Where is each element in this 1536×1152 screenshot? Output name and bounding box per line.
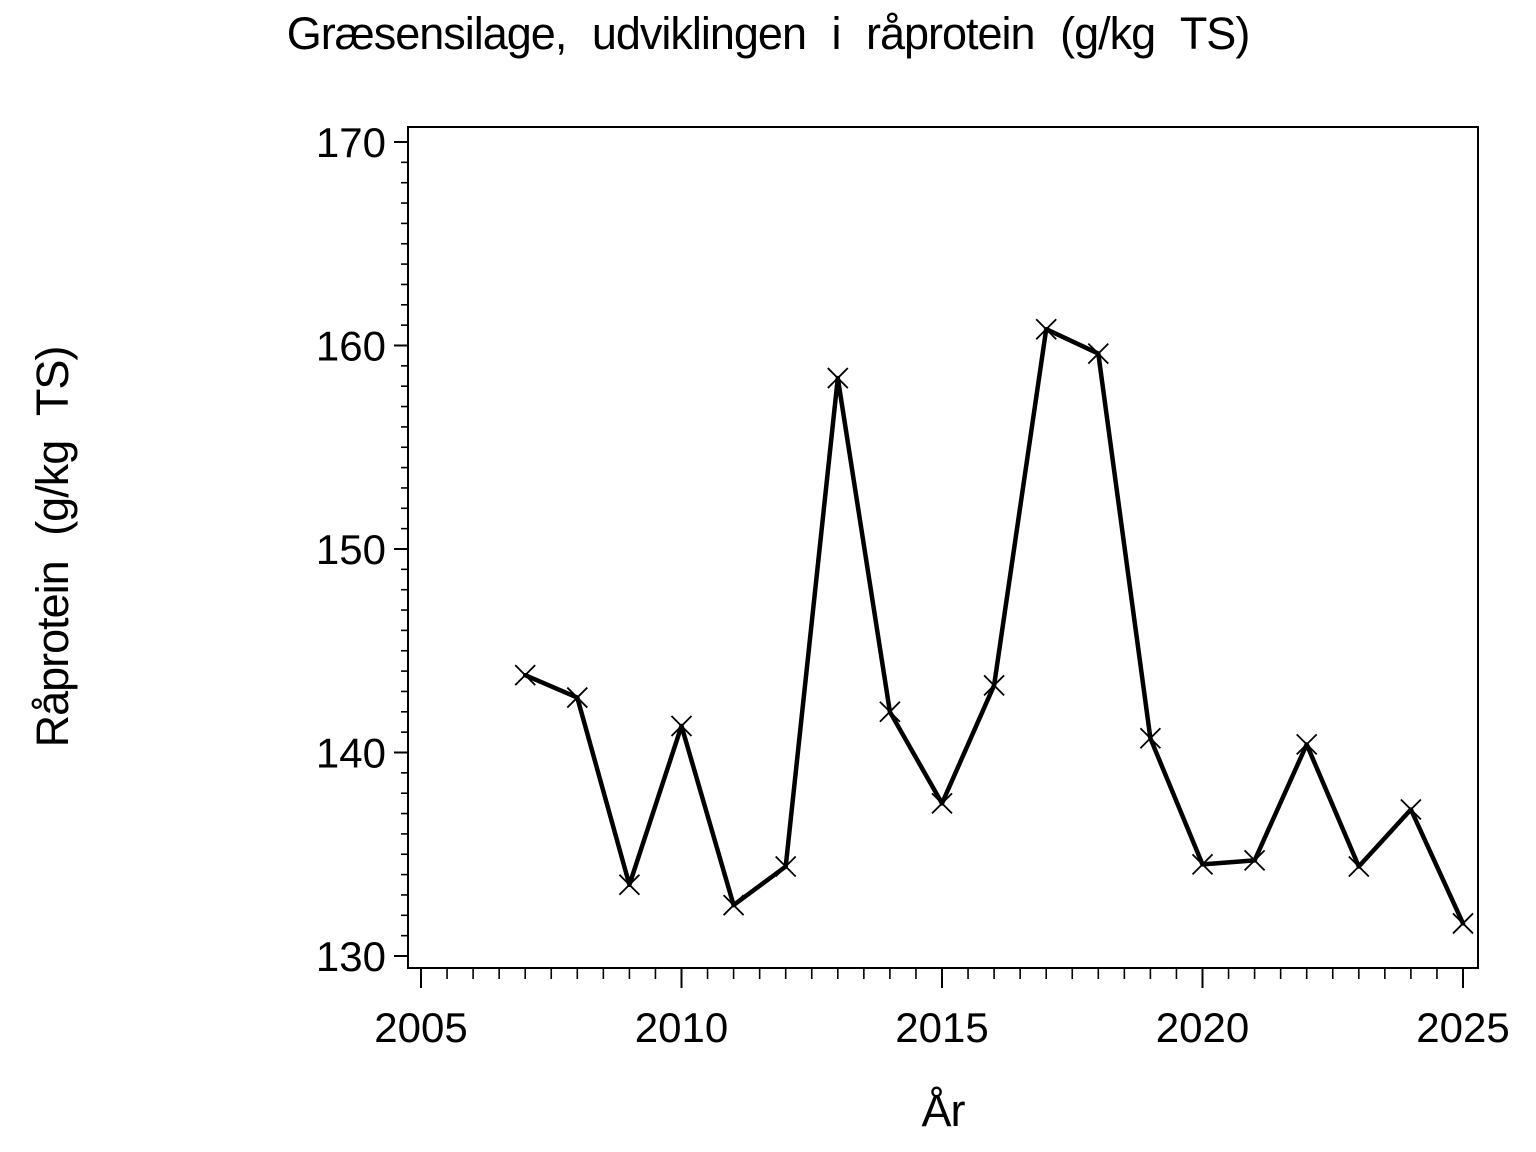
data-point-marker bbox=[1035, 318, 1057, 340]
data-point-marker bbox=[1139, 727, 1162, 749]
y-tick-label: 170 bbox=[316, 119, 386, 166]
y-tick-label: 130 bbox=[316, 933, 386, 980]
data-point-marker bbox=[722, 894, 745, 916]
data-point-marker bbox=[983, 674, 1005, 696]
chart-title: Græsensilage, udviklingen i råprotein (g… bbox=[286, 8, 1251, 59]
x-tick-label: 2025 bbox=[1416, 1004, 1509, 1051]
data-point-marker bbox=[827, 367, 849, 389]
data-point-marker bbox=[931, 792, 953, 815]
data-point-marker bbox=[1452, 912, 1474, 935]
data-point-marker bbox=[670, 715, 693, 737]
data-point-marker bbox=[1400, 798, 1422, 821]
data-point-marker bbox=[1191, 853, 1214, 876]
plot-border bbox=[407, 126, 1479, 969]
data-point-marker bbox=[775, 855, 797, 878]
data-point-marker bbox=[1296, 733, 1318, 755]
x-tick-label: 2015 bbox=[895, 1004, 988, 1051]
y-tick-label: 150 bbox=[316, 526, 386, 573]
y-tick-label: 140 bbox=[316, 730, 386, 777]
series-line bbox=[522, 326, 1466, 926]
data-point-marker bbox=[1087, 343, 1109, 365]
data-point-marker bbox=[1348, 855, 1370, 878]
data-point-marker bbox=[618, 874, 641, 896]
x-tick-label: 2020 bbox=[1156, 1004, 1249, 1051]
x-axis-label: År bbox=[921, 1085, 966, 1136]
data-point-marker bbox=[566, 686, 588, 709]
data-point-marker bbox=[514, 664, 536, 686]
y-tick-label: 160 bbox=[316, 323, 386, 370]
data-point-marker bbox=[1243, 849, 1266, 871]
x-tick-label: 2005 bbox=[374, 1004, 467, 1051]
data-point-marker bbox=[879, 701, 901, 723]
x-tick-label: 2010 bbox=[635, 1004, 728, 1051]
